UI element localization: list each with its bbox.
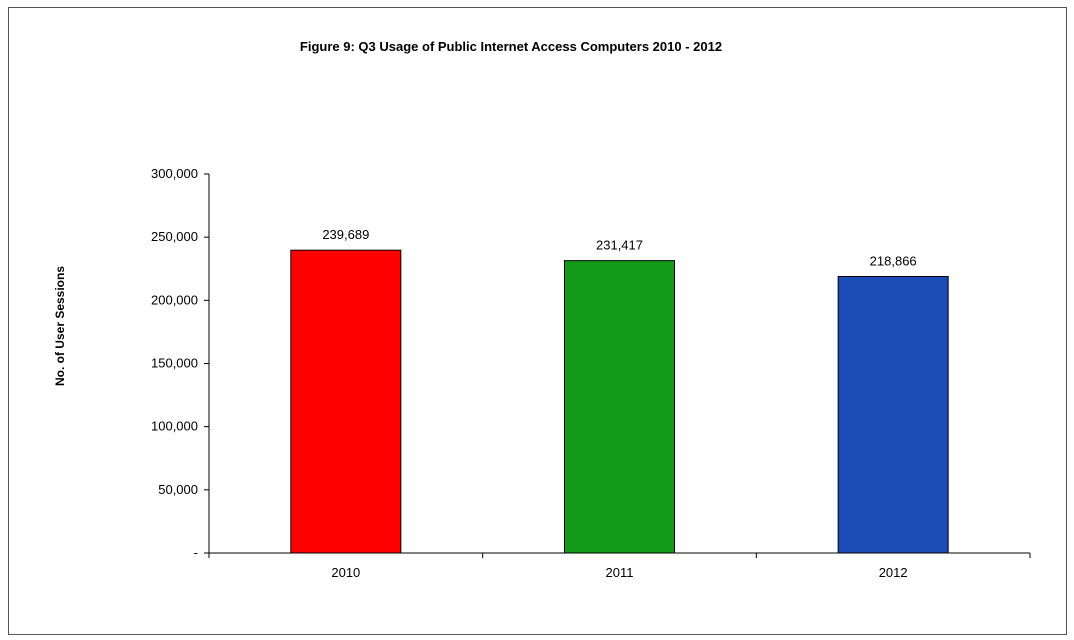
x-tick-label-2012: 2012 [879, 565, 908, 580]
bars [290, 249, 949, 554]
y-tick-label: 300,000 [151, 166, 198, 181]
y-tick-label: 200,000 [151, 292, 198, 307]
bar-2011 [564, 260, 675, 554]
y-tick-label: 100,000 [151, 419, 198, 434]
data-label-2012: 218,866 [870, 253, 917, 268]
bar-2010 [290, 249, 402, 554]
x-tick-label-2010: 2010 [331, 565, 360, 580]
labels: - 50,000 100,000 150,000 200,000 250,000 300,0… [151, 166, 917, 580]
y-tick-label: 50,000 [158, 482, 198, 497]
data-label-2011: 231,417 [596, 238, 643, 253]
x-tick-label-2011: 2011 [606, 565, 634, 580]
y-tick-label: 150,000 [151, 356, 198, 371]
data-label-2010: 239,689 [322, 227, 369, 242]
bar-2012 [837, 275, 949, 554]
chart-title: Figure 9: Q3 Usage of Public Internet Ac… [300, 39, 722, 54]
y-tick-label: 250,000 [151, 229, 198, 244]
y-axis-label: No. of User Sessions [53, 266, 67, 386]
y-tick-label: - [194, 545, 198, 560]
